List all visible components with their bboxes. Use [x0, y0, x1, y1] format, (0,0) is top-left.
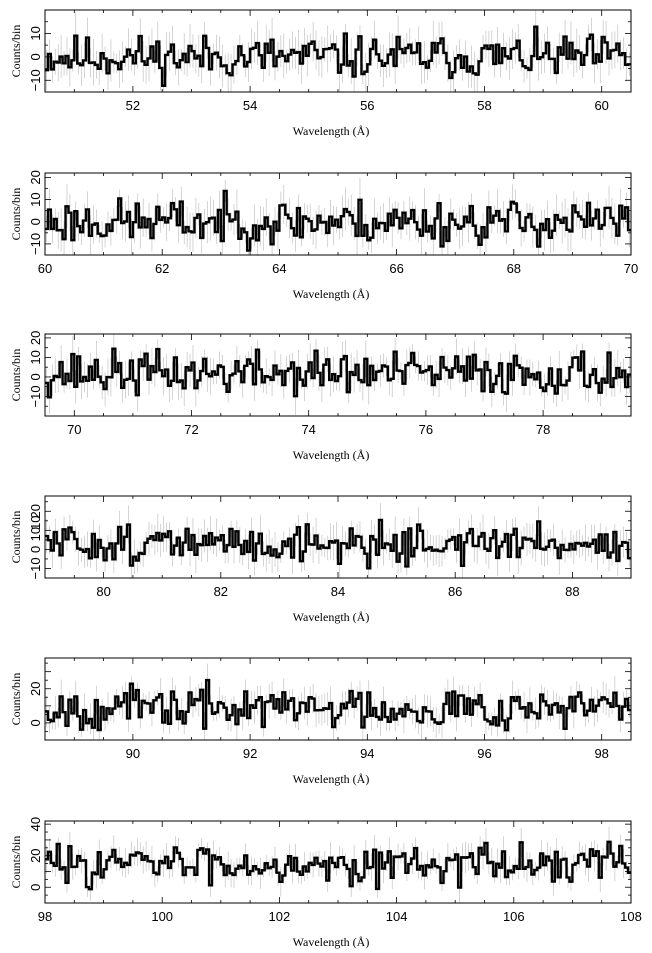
y-tick-label: 10: [28, 192, 43, 206]
y-tick-label: 0: [28, 884, 43, 891]
y-tick-label: 0: [28, 218, 43, 225]
y-tick-label: 0: [28, 719, 43, 726]
x-tick-label: 58: [477, 98, 491, 113]
x-tick-label: 106: [503, 909, 525, 924]
y-tick-label: 10: [28, 527, 43, 541]
x-tick-label: 88: [565, 584, 579, 599]
x-axis-title: Wavelength (Å): [293, 287, 370, 301]
y-tick-label: 20: [28, 504, 43, 518]
x-tick-label: 56: [360, 98, 374, 113]
x-tick-label: 66: [389, 261, 403, 276]
error-bars: [46, 663, 630, 740]
x-tick-label: 74: [301, 422, 315, 437]
y-tick-label: 20: [28, 848, 43, 862]
x-tick-label: 84: [331, 584, 345, 599]
y-axis-title: Counts/bin: [9, 673, 23, 726]
x-tick-label: 104: [386, 909, 408, 924]
x-tick-label: 62: [155, 261, 169, 276]
y-axis-title: Counts/bin: [9, 188, 23, 241]
y-tick-label: 0: [28, 373, 43, 380]
y-tick-label: −10: [28, 557, 43, 579]
x-tick-label: 96: [477, 746, 491, 761]
x-axis-title: Wavelength (Å): [293, 772, 370, 786]
x-tick-label: 68: [507, 261, 521, 276]
y-tick-label: 20: [28, 331, 43, 345]
y-tick-label: −10: [28, 69, 43, 91]
x-tick-label: 94: [360, 746, 374, 761]
y-axis-title: Counts/bin: [9, 511, 23, 564]
y-tick-label: 40: [28, 817, 43, 831]
x-axis-title: Wavelength (Å): [293, 610, 370, 624]
spectrum-line: [45, 189, 631, 252]
spectrum-line: [45, 347, 631, 399]
x-tick-label: 78: [536, 422, 550, 437]
x-tick-label: 54: [243, 98, 257, 113]
spectrum-line: [45, 518, 631, 570]
spectrum-panel-6: 98 100 102 104 106 108 0 20 40 Wavelength (Å) Coun…: [9, 817, 642, 949]
x-tick-label: 100: [151, 909, 173, 924]
x-tick-label: 92: [243, 746, 257, 761]
x-tick-label: 82: [214, 584, 228, 599]
x-axis-title: Wavelength (Å): [293, 124, 370, 138]
x-tick-label: 98: [594, 746, 608, 761]
x-tick-label: 90: [126, 746, 140, 761]
x-tick-label: 60: [594, 98, 608, 113]
x-tick-label: 86: [448, 584, 462, 599]
plot-frame: [44, 172, 632, 256]
x-tick-label: 70: [67, 422, 81, 437]
y-axis-title: Counts/bin: [9, 25, 23, 78]
x-axis-title: Wavelength (Å): [293, 935, 370, 949]
spectrum-line: [45, 678, 631, 732]
spectrum-panel-2: 60 62 64 66 68 70 −10 0 10 20 Wavelength (Å) Counts…: [9, 170, 638, 301]
x-tick-label: 52: [126, 98, 140, 113]
x-tick-label: 60: [38, 261, 52, 276]
spectrum-line: [45, 840, 631, 891]
x-tick-label: 102: [269, 909, 291, 924]
x-tick-label: 64: [272, 261, 286, 276]
x-tick-label: 72: [184, 422, 198, 437]
x-axis-title: Wavelength (Å): [293, 448, 370, 462]
y-axis-title: Counts/bin: [9, 836, 23, 889]
spectrum-panel-3: 70 72 74 76 78 −10 0 10 20 Wavelength (Å) Counts/b…: [9, 331, 632, 462]
x-tick-label: 108: [620, 909, 642, 924]
y-tick-label: 20: [28, 682, 43, 696]
y-tick-label: −10: [28, 385, 43, 407]
spectrum-panel-5: 90 92 94 96 98 0 20 Wavelength (Å) Counts/bin: [9, 657, 632, 786]
y-tick-label: −10: [28, 233, 43, 255]
y-tick-label: 0: [28, 546, 43, 553]
x-tick-label: 98: [38, 909, 52, 924]
y-tick-label: 10: [28, 350, 43, 364]
y-tick-label: 20: [28, 170, 43, 184]
spectrum-line: [45, 25, 631, 87]
y-tick-label: 10: [28, 26, 43, 40]
x-tick-label: 70: [624, 261, 638, 276]
x-tick-label: 80: [96, 584, 110, 599]
y-axis-title: Counts/bin: [9, 349, 23, 402]
y-tick-label: 0: [28, 53, 43, 60]
y-tick-label: 10: [28, 515, 43, 529]
x-tick-label: 76: [419, 422, 433, 437]
spectrum-panel-1: 52 54 56 58 60 −10 0 10 Wavelength (Å) Counts/bin: [9, 9, 632, 138]
